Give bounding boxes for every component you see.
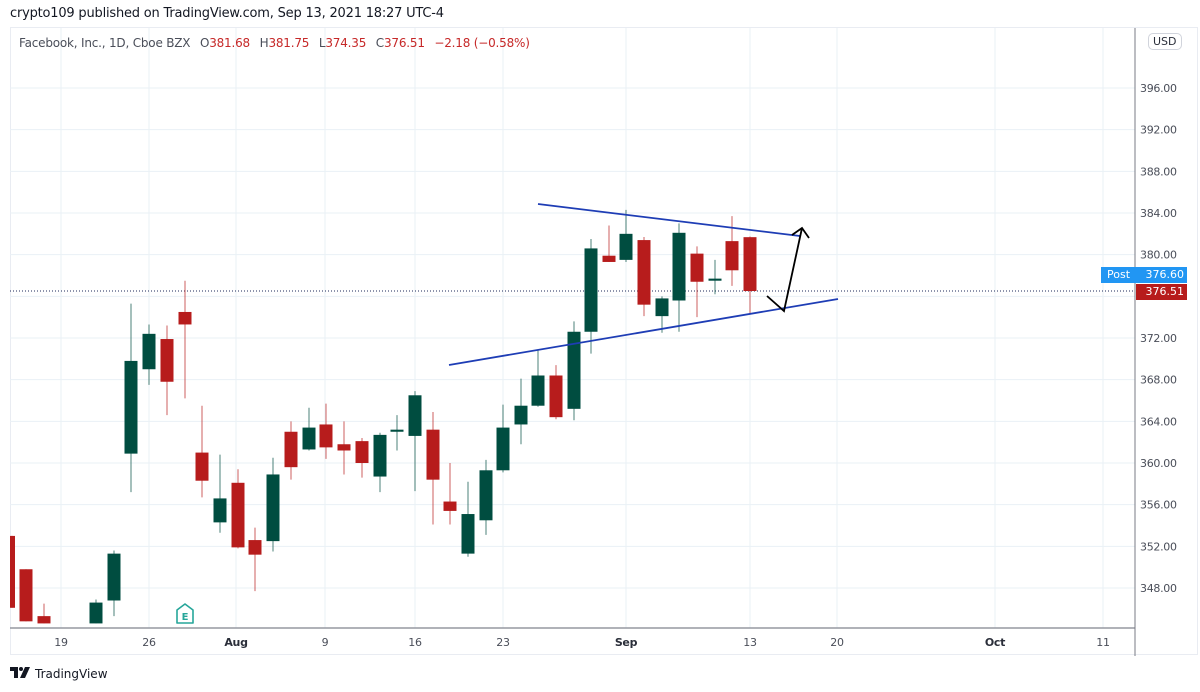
svg-text:9: 9: [322, 636, 329, 649]
grid-lines: [10, 28, 1135, 628]
svg-text:396.00: 396.00: [1140, 82, 1177, 95]
svg-text:356.00: 356.00: [1140, 499, 1177, 512]
svg-text:360.00: 360.00: [1140, 457, 1177, 470]
svg-text:Sep: Sep: [615, 636, 638, 649]
drawings: [448, 203, 839, 366]
axis-lines: [10, 28, 1136, 656]
last-price-badge: 376.51: [1136, 284, 1187, 300]
chart-frame: [10, 27, 1198, 655]
open-value: 381.68: [209, 36, 250, 50]
candles: [10, 209, 757, 624]
svg-text:19: 19: [54, 636, 68, 649]
post-price: 376.60: [1145, 268, 1185, 281]
svg-text:Oct: Oct: [985, 636, 1005, 649]
post-label: Post: [1107, 268, 1131, 281]
svg-text:11: 11: [1096, 636, 1109, 649]
svg-text:368.00: 368.00: [1140, 374, 1177, 387]
svg-text:E: E: [182, 612, 189, 623]
change-value: −2.18 (−0.58%): [434, 36, 530, 50]
svg-text:23: 23: [496, 636, 510, 649]
svg-text:16: 16: [408, 636, 422, 649]
svg-text:Aug: Aug: [224, 636, 247, 649]
high-label: H: [259, 36, 269, 50]
symbol-label: Facebook, Inc., 1D, Cboe BZX: [19, 36, 191, 50]
svg-text:372.00: 372.00: [1140, 332, 1177, 345]
ohlc-legend: Facebook, Inc., 1D, Cboe BZX O381.68 H38…: [19, 36, 530, 50]
svg-text:388.00: 388.00: [1140, 165, 1177, 178]
currency-button[interactable]: USD: [1148, 33, 1182, 50]
svg-text:384.00: 384.00: [1140, 207, 1177, 220]
low-value: 374.35: [325, 36, 367, 50]
time-axis-labels: 19 26 Aug 9 16 23 Sep 13 20 Oct 11: [54, 636, 1110, 649]
close-label: C: [375, 36, 384, 50]
open-label: O: [199, 36, 210, 50]
close-value: 376.51: [383, 36, 425, 50]
tradingview-logo-icon: [10, 667, 30, 681]
svg-text:348.00: 348.00: [1140, 582, 1177, 595]
svg-text:20: 20: [830, 636, 844, 649]
svg-text:364.00: 364.00: [1140, 415, 1177, 428]
high-value: 381.75: [268, 36, 310, 50]
svg-text:380.00: 380.00: [1140, 249, 1177, 262]
post-market-price-badge: Post 376.60: [1101, 267, 1187, 283]
tradingview-branding[interactable]: TradingView: [10, 667, 108, 681]
svg-text:352.00: 352.00: [1140, 540, 1177, 553]
publish-info: crypto109 published on TradingView.com, …: [10, 6, 444, 21]
svg-text:13: 13: [743, 636, 757, 649]
svg-text:392.00: 392.00: [1140, 124, 1177, 137]
earnings-marker-icon[interactable]: E: [176, 603, 194, 624]
low-label: L: [318, 36, 326, 50]
price-axis-labels: 396.00 392.00 388.00 384.00 380.00 372.00 368.…: [1140, 82, 1177, 595]
brand-name: TradingView: [35, 667, 108, 681]
svg-text:26: 26: [142, 636, 156, 649]
